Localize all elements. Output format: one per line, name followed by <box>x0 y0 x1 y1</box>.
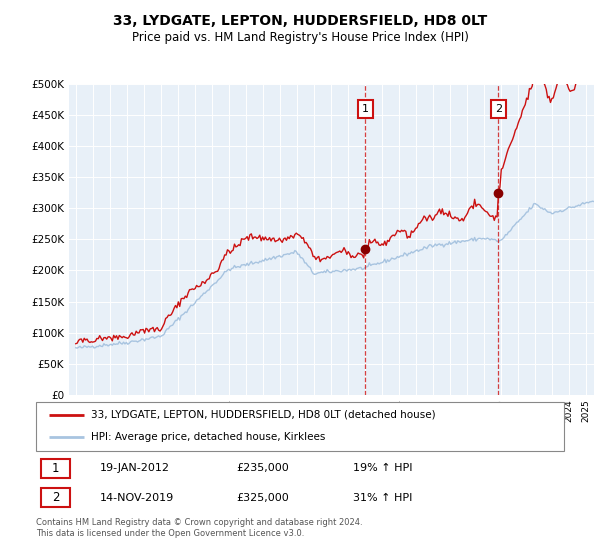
Text: 33, LYDGATE, LEPTON, HUDDERSFIELD, HD8 0LT (detached house): 33, LYDGATE, LEPTON, HUDDERSFIELD, HD8 0… <box>91 410 436 420</box>
Text: 19-JAN-2012: 19-JAN-2012 <box>100 463 169 473</box>
Text: 1: 1 <box>52 462 59 475</box>
Text: 1: 1 <box>362 104 369 114</box>
FancyBboxPatch shape <box>41 459 70 478</box>
Text: Contains HM Land Registry data © Crown copyright and database right 2024.: Contains HM Land Registry data © Crown c… <box>36 518 362 527</box>
FancyBboxPatch shape <box>36 402 564 451</box>
FancyBboxPatch shape <box>41 488 70 507</box>
Text: 19% ↑ HPI: 19% ↑ HPI <box>353 463 412 473</box>
Text: This data is licensed under the Open Government Licence v3.0.: This data is licensed under the Open Gov… <box>36 529 304 538</box>
Text: 33, LYDGATE, LEPTON, HUDDERSFIELD, HD8 0LT: 33, LYDGATE, LEPTON, HUDDERSFIELD, HD8 0… <box>113 14 487 28</box>
Text: 2: 2 <box>52 491 59 504</box>
Text: 31% ↑ HPI: 31% ↑ HPI <box>353 493 412 503</box>
Text: HPI: Average price, detached house, Kirklees: HPI: Average price, detached house, Kirk… <box>91 432 326 442</box>
Text: 2: 2 <box>495 104 502 114</box>
Text: 14-NOV-2019: 14-NOV-2019 <box>100 493 173 503</box>
Text: £325,000: £325,000 <box>236 493 289 503</box>
Text: Price paid vs. HM Land Registry's House Price Index (HPI): Price paid vs. HM Land Registry's House … <box>131 31 469 44</box>
Text: £235,000: £235,000 <box>236 463 289 473</box>
